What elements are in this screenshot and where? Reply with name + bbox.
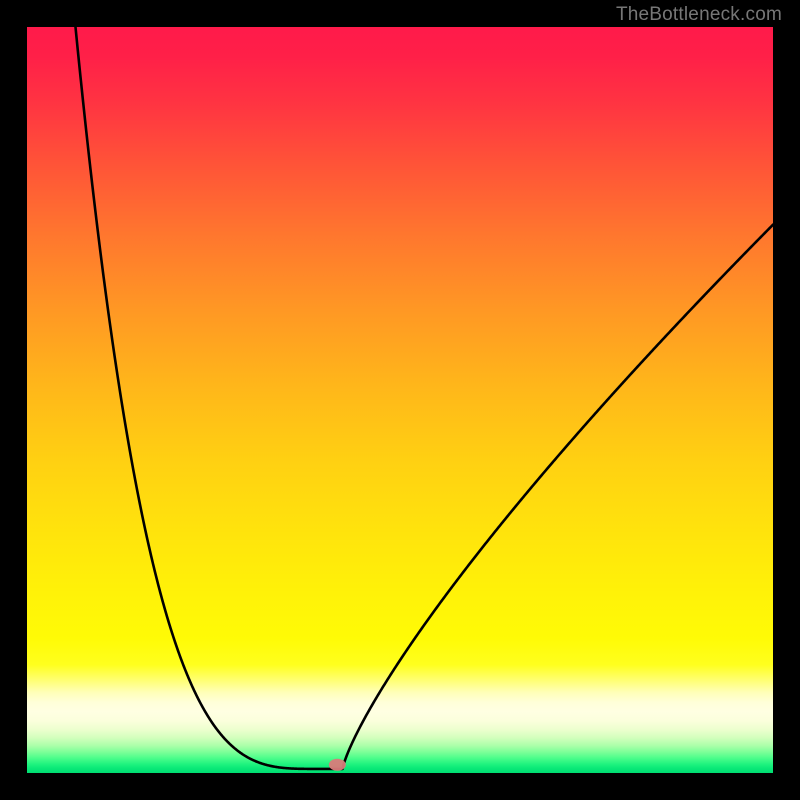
optimal-point-marker (329, 759, 346, 771)
chart-container: TheBottleneck.com (0, 0, 800, 800)
watermark-text: TheBottleneck.com (616, 4, 782, 26)
plot-area (27, 27, 773, 773)
chart-svg (27, 27, 773, 773)
